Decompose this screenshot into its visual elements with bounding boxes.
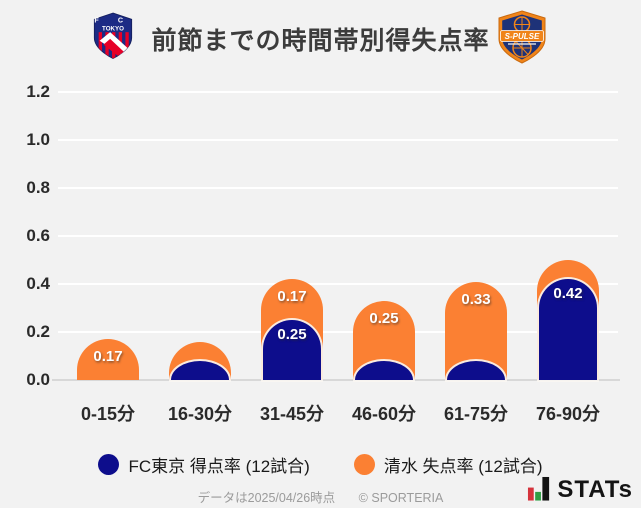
- fc-tokyo-initials: F C: [94, 17, 131, 25]
- gridline: [58, 139, 618, 141]
- bar-value-label-blue: 0.42: [553, 285, 583, 302]
- bar-fctokyo-scored: [171, 361, 229, 380]
- gridline: [58, 331, 618, 333]
- y-axis-tick-label: 0.4: [26, 274, 50, 293]
- y-axis-tick-label: 0.0: [26, 370, 50, 389]
- legend-color-dot-icon: [98, 454, 120, 475]
- s-pulse-wordmark: S-PULSE: [505, 32, 540, 41]
- data-date-note: データは2025/04/26時点: [197, 491, 336, 505]
- chart-title: 前節までの時間帯別得失点率: [151, 27, 490, 55]
- gridline: [58, 235, 618, 237]
- y-axis-tick-label: 0.8: [26, 178, 50, 197]
- legend-label: 清水 失点率 (12試合): [383, 457, 543, 476]
- legend-item: FC東京 得点率 (12試合): [98, 452, 310, 477]
- gridline: [58, 91, 618, 93]
- legend-item: 清水 失点率 (12試合): [353, 452, 543, 477]
- x-axis-baseline: [52, 379, 620, 381]
- stats-wordmark: STATs: [557, 476, 633, 504]
- s-pulse-crest-icon: S-PULSE: [498, 10, 546, 64]
- bar-value-label-blue: 0.25: [277, 326, 307, 343]
- bar-fctokyo-scored: [539, 279, 597, 380]
- fc-tokyo-wordmark: TOKYO: [102, 25, 124, 32]
- y-axis-tick-label: 0.2: [26, 322, 50, 341]
- legend-color-dot-icon: [353, 454, 375, 475]
- copyright-text: © SPORTERIA: [358, 491, 444, 505]
- fc-tokyo-crest-icon: F C TOKYO: [93, 12, 133, 59]
- x-axis-category-label: 61-75分: [443, 404, 509, 424]
- x-axis-category-label: 46-60分: [351, 404, 417, 424]
- y-axis-tick-label: 0.6: [26, 226, 50, 245]
- bar-fctokyo-scored: [355, 361, 413, 380]
- y-axis-tick-label: 1.2: [26, 82, 50, 101]
- gridline: [58, 283, 618, 285]
- footer: データは2025/04/26時点 © SPORTERIA: [0, 487, 641, 506]
- y-axis-tick-label: 1.0: [26, 130, 50, 149]
- bar-value-label-orange: 0.17: [93, 348, 123, 365]
- bar-value-label-orange: 0.17: [277, 288, 307, 305]
- legend-label: FC東京 得点率 (12試合): [128, 457, 310, 476]
- stats-brand-logo: STATs: [527, 476, 633, 502]
- x-axis-category-label: 0-15分: [80, 404, 136, 424]
- bar-value-label-orange: 0.25: [369, 310, 399, 327]
- bar-fctokyo-scored: [447, 361, 505, 380]
- chart-legend: FC東京 得点率 (12試合) 清水 失点率 (12試合): [0, 452, 641, 477]
- x-axis-category-label: 16-30分: [167, 404, 233, 424]
- stats-bar-chart-icon: [528, 476, 550, 501]
- bar-fctokyo-scored: [263, 320, 321, 380]
- x-axis-category-label: 76-90分: [535, 404, 601, 424]
- gridline: [58, 187, 618, 189]
- bar-value-label-orange: 0.33: [461, 291, 491, 308]
- x-axis-category-label: 31-45分: [259, 404, 325, 424]
